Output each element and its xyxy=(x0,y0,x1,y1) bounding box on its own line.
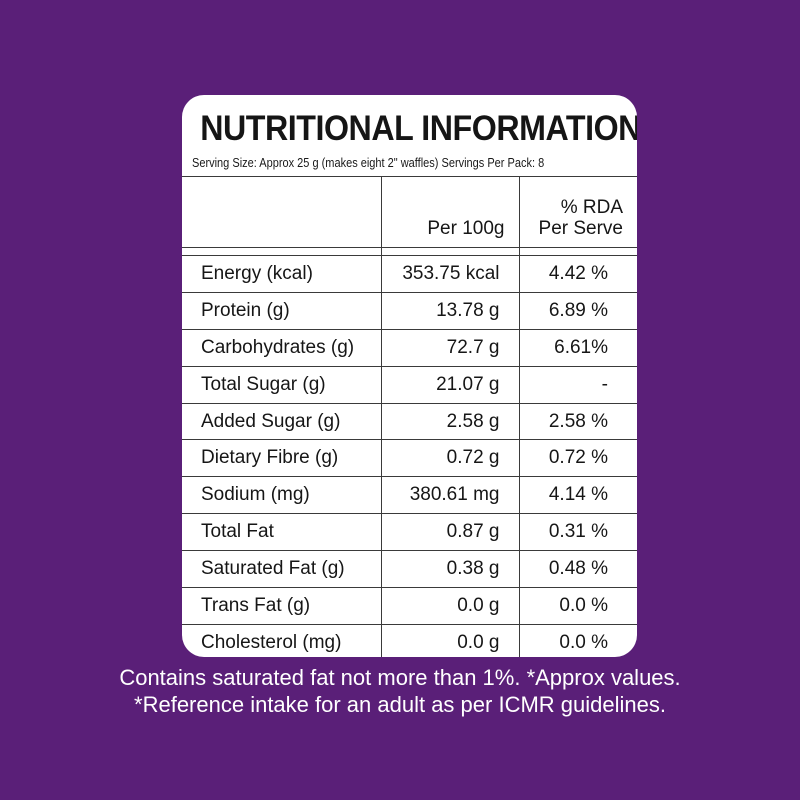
header-rda-line2: Per Serve xyxy=(538,218,623,239)
header-per-100g: Per 100g xyxy=(380,176,519,248)
panel-title: NUTRITIONAL INFORMATION xyxy=(200,109,637,148)
rda-value: 4.42 % xyxy=(518,255,637,293)
header-nutrient xyxy=(182,176,381,248)
nutrition-panel: NUTRITIONAL INFORMATION Serving Size: Ap… xyxy=(182,95,637,657)
rda-value: 0.0 % xyxy=(518,587,637,625)
rda-value: 6.89 % xyxy=(518,291,637,330)
per-100g-value: 0.38 g xyxy=(380,550,519,588)
nutrient-name: Protein (g) xyxy=(182,291,381,330)
table-row: Trans Fat (g) 0.0 g 0.0 % xyxy=(182,587,637,625)
header-rda: % RDA Per Serve xyxy=(518,176,637,248)
per-100g-value: 0.0 g xyxy=(380,587,519,625)
footer-line-2: *Reference intake for an adult as per IC… xyxy=(134,692,666,717)
table-row: Energy (kcal) 353.75 kcal 4.42 % xyxy=(182,255,637,293)
table-header-row: Per 100g % RDA Per Serve xyxy=(182,176,637,248)
spacer-row xyxy=(182,247,637,256)
table-row: Total Sugar (g) 21.07 g - xyxy=(182,365,637,404)
per-100g-value: 0.0 g xyxy=(380,623,519,657)
rda-value: 2.58 % xyxy=(518,402,637,440)
serving-info: Serving Size: Approx 25 g (makes eight 2… xyxy=(192,156,545,170)
per-100g-value: 2.58 g xyxy=(380,402,519,440)
nutrient-name: Dietary Fibre (g) xyxy=(182,439,381,477)
per-100g-value: 353.75 kcal xyxy=(380,255,519,293)
nutrient-name: Saturated Fat (g) xyxy=(182,550,381,588)
rda-value: 0.48 % xyxy=(518,550,637,588)
table-row: Saturated Fat (g) 0.38 g 0.48 % xyxy=(182,550,637,588)
per-100g-value: 0.87 g xyxy=(380,513,519,551)
table-row: Total Fat 0.87 g 0.31 % xyxy=(182,513,637,551)
rda-value: 6.61% xyxy=(518,328,637,367)
table-row: Sodium (mg) 380.61 mg 4.14 % xyxy=(182,476,637,514)
rda-value: 4.14 % xyxy=(518,476,637,514)
nutrient-name: Cholesterol (mg) xyxy=(182,623,381,657)
table-row: Protein (g) 13.78 g 6.89 % xyxy=(182,291,637,330)
per-100g-value: 0.72 g xyxy=(380,439,519,477)
per-100g-value: 21.07 g xyxy=(380,365,519,404)
footer-notes: Contains saturated fat not more than 1%.… xyxy=(0,664,800,718)
nutrient-name: Total Sugar (g) xyxy=(182,365,381,404)
nutrient-name: Carbohydrates (g) xyxy=(182,328,381,367)
nutrient-name: Added Sugar (g) xyxy=(182,402,381,440)
nutrient-name: Total Fat xyxy=(182,513,381,551)
rda-value: 0.31 % xyxy=(518,513,637,551)
rda-value: - xyxy=(518,365,637,404)
nutrient-name: Trans Fat (g) xyxy=(182,587,381,625)
per-100g-value: 380.61 mg xyxy=(380,476,519,514)
per-100g-value: 13.78 g xyxy=(380,291,519,330)
table-row: Cholesterol (mg) 0.0 g 0.0 % xyxy=(182,623,637,657)
footer-line-1: Contains saturated fat not more than 1%.… xyxy=(119,665,681,690)
table-row: Dietary Fibre (g) 0.72 g 0.72 % xyxy=(182,439,637,477)
nutrition-table: Per 100g % RDA Per Serve Energy (kcal) 3… xyxy=(182,176,637,657)
nutrient-name: Sodium (mg) xyxy=(182,476,381,514)
header-rda-line1: % RDA xyxy=(560,197,623,218)
nutrient-name: Energy (kcal) xyxy=(182,255,381,293)
rda-value: 0.72 % xyxy=(518,439,637,477)
rda-value: 0.0 % xyxy=(518,623,637,657)
table-row: Added Sugar (g) 2.58 g 2.58 % xyxy=(182,402,637,440)
table-row: Carbohydrates (g) 72.7 g 6.61% xyxy=(182,328,637,367)
per-100g-value: 72.7 g xyxy=(380,328,519,367)
